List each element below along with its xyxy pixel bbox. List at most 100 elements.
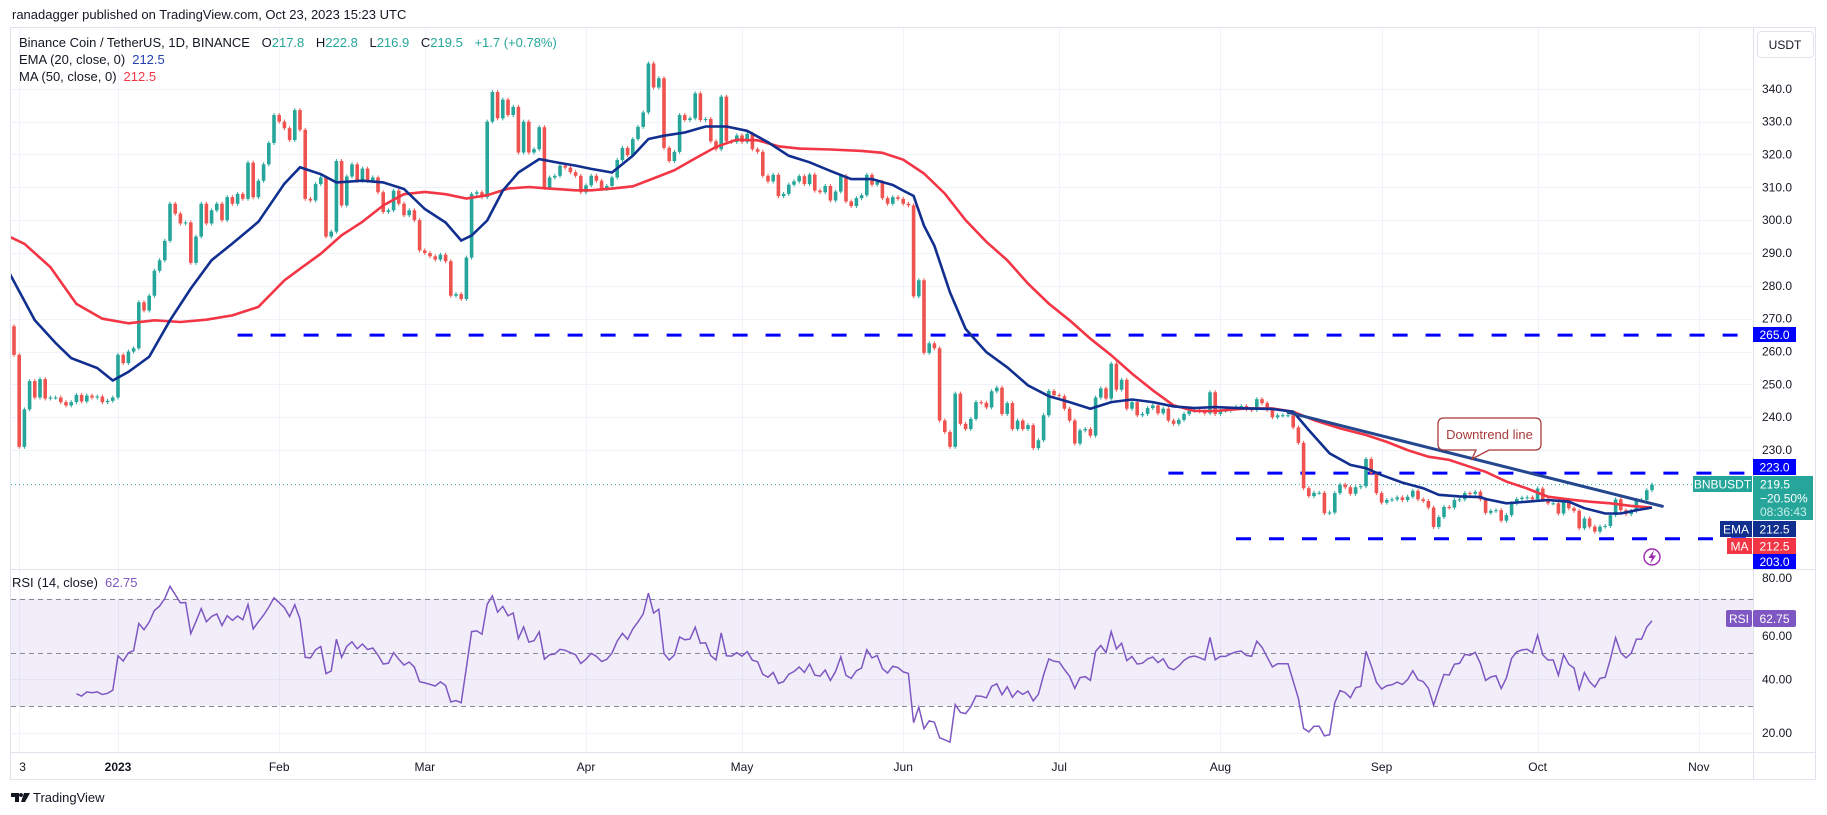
time-label: Mar (414, 760, 435, 774)
candle (979, 402, 983, 404)
legend-ma[interactable]: MA (50, close, 0) 212.5 (19, 69, 156, 84)
candle (360, 168, 365, 181)
candle (402, 203, 406, 216)
candle (157, 260, 162, 271)
candle (1546, 500, 1550, 504)
candle (1265, 403, 1269, 411)
candle (168, 203, 172, 241)
candle (64, 402, 68, 406)
time-axis[interactable]: 3 2023 Feb Mar Apr May Jun Jul Aug Sep Oct Nov (19, 760, 1709, 774)
candle (781, 193, 786, 197)
candle (610, 177, 614, 186)
currency-button[interactable]: USDT (1757, 31, 1814, 58)
candle (12, 326, 16, 355)
downtrend-line[interactable] (1286, 410, 1664, 508)
candle (308, 198, 313, 201)
candle (1135, 402, 1139, 416)
candle (438, 254, 443, 260)
candle (178, 213, 183, 224)
candle (246, 162, 250, 199)
candle (105, 400, 110, 403)
rsi-band (11, 598, 1753, 707)
candle (776, 174, 781, 197)
candle (1301, 442, 1306, 489)
candle (1400, 497, 1405, 501)
horizontal-levels[interactable] (237, 333, 1753, 541)
candle (1281, 415, 1285, 417)
price-tick-label: 240.0 (1762, 410, 1792, 424)
time-label: 3 (19, 760, 26, 774)
candle (1567, 501, 1571, 509)
candle (1291, 415, 1295, 428)
candle (204, 203, 209, 224)
candle (1359, 486, 1363, 488)
price-tick-label: 310.0 (1762, 180, 1792, 194)
candle (1478, 491, 1483, 500)
rsi-axis[interactable]: 80.00 60.00 40.00 20.00 (1762, 571, 1792, 740)
candle (1275, 415, 1280, 418)
candle (251, 162, 255, 198)
candle (267, 142, 271, 165)
candle (1431, 507, 1436, 527)
candle (131, 348, 136, 352)
candle (833, 191, 838, 201)
candle (1145, 408, 1150, 414)
candle (1093, 397, 1098, 436)
candle (719, 96, 723, 150)
candle (1572, 508, 1576, 511)
legend-rsi[interactable]: RSI (14, close) 62.75 (12, 575, 138, 590)
candle (407, 210, 411, 216)
candle (79, 394, 84, 402)
candle (1650, 484, 1654, 491)
candle (1390, 499, 1394, 501)
candle (1286, 415, 1290, 417)
tradingview-logo[interactable]: TradingView (11, 790, 105, 805)
candle (1645, 490, 1649, 501)
candle (1405, 496, 1410, 501)
downtrend-callout[interactable]: Downtrend line (1437, 417, 1542, 461)
candle (1078, 430, 1082, 444)
ma50-line (11, 138, 1653, 509)
candle (2, 310, 6, 311)
candle (417, 220, 422, 251)
candle (1411, 490, 1415, 497)
candle (1000, 387, 1004, 414)
ema-axis-value: 212.5 (1759, 523, 1789, 537)
candle (464, 257, 469, 299)
candle (90, 395, 94, 398)
legend-ema[interactable]: EMA (20, close, 0) 212.5 (19, 52, 165, 67)
candle (1052, 390, 1056, 396)
ma-label: MA (50, close, 0) (19, 69, 117, 84)
open-value: 217.8 (272, 35, 305, 50)
open-label: O (262, 35, 272, 50)
rsi-label: RSI (14, close) (12, 575, 98, 590)
lightning-icon[interactable] (1643, 548, 1661, 566)
candle (1374, 473, 1379, 494)
callout-bubble (1437, 417, 1542, 461)
candle (365, 168, 370, 181)
candle (683, 115, 687, 120)
candle (667, 147, 671, 162)
change-pct-text: −20.50% (1760, 492, 1808, 506)
symbol-name[interactable]: Binance Coin / TetherUS, 1D, BINANCE (19, 35, 250, 50)
candle (381, 192, 385, 212)
candle (651, 63, 656, 88)
candle (1468, 493, 1472, 495)
candle (282, 121, 287, 129)
legend-symbol-line: Binance Coin / TetherUS, 1D, BINANCE O21… (19, 35, 557, 50)
candle (511, 106, 515, 116)
last-price-text: 219.5 (1760, 478, 1790, 492)
time-label: Jul (1052, 760, 1067, 774)
candle (599, 180, 604, 189)
candle (74, 394, 79, 403)
rsi-line (76, 584, 1653, 744)
candle (1239, 406, 1243, 408)
price-axis[interactable]: 340.0 330.0 320.0 310.0 300.0 290.0 280.0 270.0… (1762, 82, 1792, 457)
symbol-tag-text: BNBUSDT (1694, 478, 1752, 492)
candle (33, 381, 37, 398)
candle (490, 92, 495, 122)
candle (761, 151, 765, 176)
candle (854, 198, 859, 207)
candle (802, 176, 807, 185)
